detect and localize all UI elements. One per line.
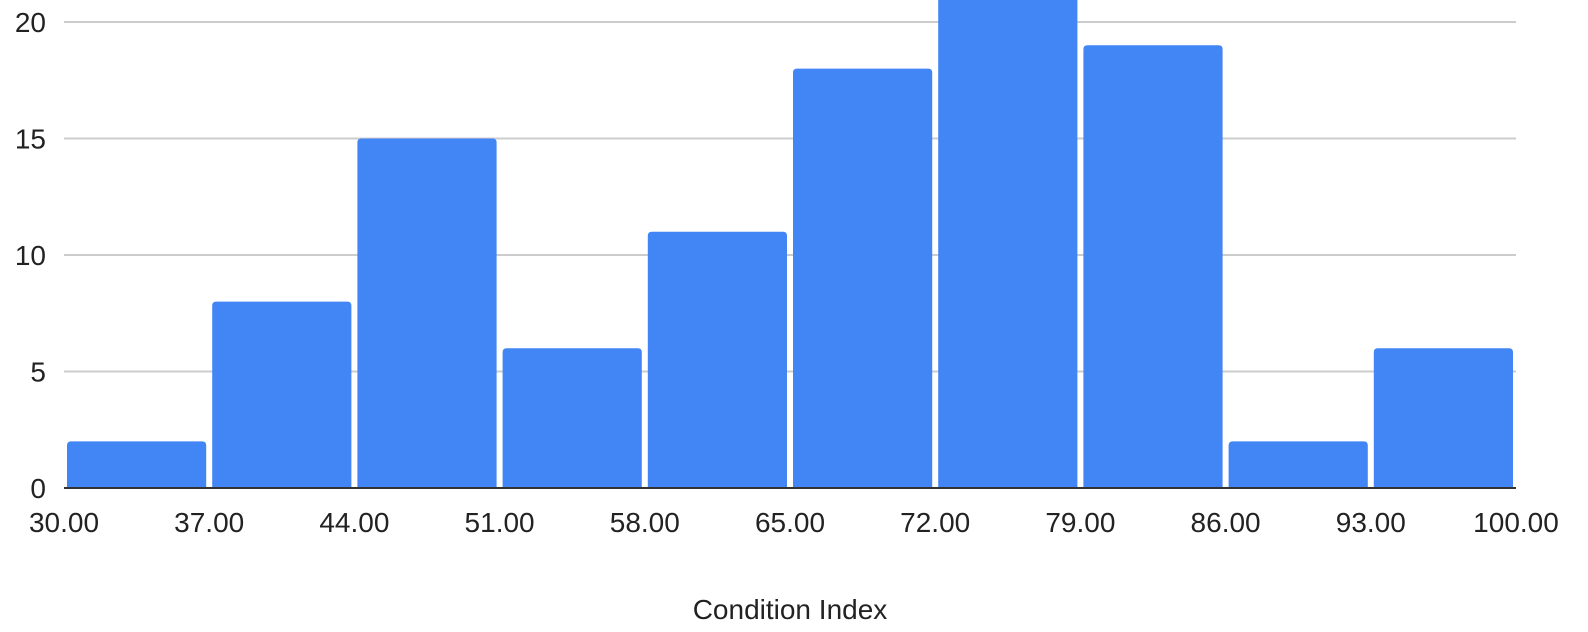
y-tick-label-15: 15 <box>15 124 46 155</box>
y-tick-label-20: 20 <box>15 7 46 38</box>
bar-58-65 <box>647 231 787 488</box>
x-tick-label-30: 30.00 <box>29 507 99 538</box>
bar-44-51 <box>357 138 497 488</box>
bar-86-93 <box>1228 441 1368 488</box>
y-tick-label-5: 5 <box>30 357 46 388</box>
x-tick-label-86: 86.00 <box>1191 507 1261 538</box>
bar-30-37 <box>67 441 207 488</box>
x-tick-label-93: 93.00 <box>1336 507 1406 538</box>
bar-79-86 <box>1083 45 1223 489</box>
x-tick-label-51: 51.00 <box>465 507 535 538</box>
x-tick-label-65: 65.00 <box>755 507 825 538</box>
x-tick-labels: 30.00 37.00 44.00 51.00 58.00 65.00 72.00 79.00… <box>29 507 1559 538</box>
x-tick-label-72: 72.00 <box>900 507 970 538</box>
bars <box>67 0 1513 489</box>
x-tick-label-79: 79.00 <box>1045 507 1115 538</box>
y-tick-labels: 0 5 10 15 20 <box>15 7 46 504</box>
x-tick-label-58: 58.00 <box>610 507 680 538</box>
y-tick-label-10: 10 <box>15 240 46 271</box>
bar-93-100 <box>1373 348 1513 488</box>
x-axis-title: Condition Index <box>693 594 888 625</box>
bar-37-44 <box>212 301 352 488</box>
x-tick-label-37: 37.00 <box>174 507 244 538</box>
x-tick-label-100: 100.00 <box>1473 507 1559 538</box>
y-tick-label-0: 0 <box>30 473 46 504</box>
bar-65-72 <box>793 68 933 488</box>
bar-51-58 <box>502 348 642 488</box>
x-tick-label-44: 44.00 <box>319 507 389 538</box>
gridlines <box>64 21 1516 373</box>
bar-72-79 <box>938 0 1078 488</box>
